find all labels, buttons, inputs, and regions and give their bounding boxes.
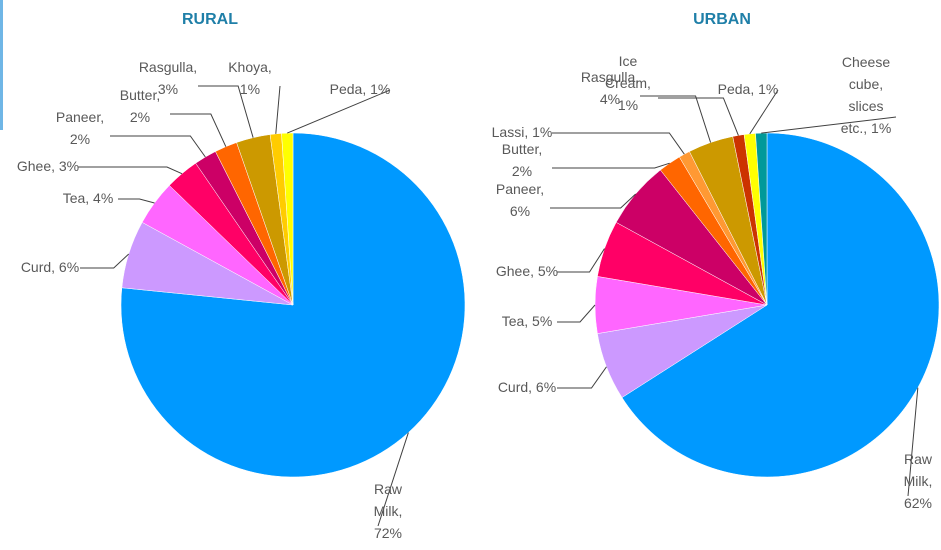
data-label: Raw Milk, 72% xyxy=(374,481,403,541)
leader-line xyxy=(118,198,155,204)
data-label-line: Rasgulla, xyxy=(139,59,197,75)
data-label: Raw Milk, 62% xyxy=(904,451,933,511)
data-label-line: 2% xyxy=(130,109,150,125)
data-label: Paneer, 2% xyxy=(56,109,104,147)
leader-line xyxy=(275,85,281,134)
data-label: Ice Cream, 1% xyxy=(605,53,651,113)
leader-line xyxy=(78,166,183,175)
data-label-line: 1% xyxy=(240,81,260,97)
data-label: Ghee, 3% xyxy=(17,158,79,174)
data-label: Cheese cube, slices etc., 1% xyxy=(841,54,892,136)
data-label: Butter, 2% xyxy=(502,141,542,179)
data-label-line: Tea, 5% xyxy=(502,313,553,329)
leader-line xyxy=(287,89,391,134)
data-label-line: Butter, xyxy=(502,141,542,157)
data-label-line: Khoya, xyxy=(228,59,272,75)
edge-bar xyxy=(0,0,3,130)
data-label: Rasgulla, 3% xyxy=(139,59,197,97)
data-label-line: Curd, 6% xyxy=(21,259,79,275)
data-label-line: Raw xyxy=(904,451,933,467)
leader-line xyxy=(907,387,919,497)
data-label: Peda, 1% xyxy=(330,81,391,97)
data-label: Rasgulla, 4% xyxy=(581,69,639,107)
data-label-line: etc., 1% xyxy=(841,120,892,136)
data-label-line: 3% xyxy=(158,81,178,97)
data-label-line: Raw xyxy=(374,481,403,497)
leader-line xyxy=(170,113,227,147)
leader-line xyxy=(550,193,636,209)
data-label-line: Curd, 6% xyxy=(498,379,556,395)
chart-title: URBAN xyxy=(693,11,751,28)
leader-line xyxy=(198,85,254,138)
data-label-line: Milk, xyxy=(374,503,403,519)
data-label-line: Peda, 1% xyxy=(330,81,391,97)
data-label: Khoya, 1% xyxy=(228,59,272,97)
leader-line xyxy=(749,89,779,135)
data-label: Curd, 6% xyxy=(498,379,556,395)
data-label: Tea, 4% xyxy=(63,190,114,206)
data-label-line: 4% xyxy=(600,91,620,107)
chart-title: RURAL xyxy=(182,11,238,28)
leader-line xyxy=(552,162,670,169)
data-label-line: 62% xyxy=(904,495,932,511)
pie-slice xyxy=(621,132,940,478)
data-label-line: Paneer, xyxy=(56,109,104,125)
leader-line xyxy=(80,253,130,269)
data-label-line: Paneer, xyxy=(496,181,544,197)
data-label: Butter, 2% xyxy=(120,87,160,125)
data-label-line: 2% xyxy=(512,163,532,179)
leader-line xyxy=(557,366,607,389)
data-label: Tea, 5% xyxy=(502,313,553,329)
data-label: Paneer, 6% xyxy=(496,181,544,219)
data-label-line: slices xyxy=(848,98,883,114)
data-label-line: 1% xyxy=(618,97,638,113)
data-label-line: Lassi, 1% xyxy=(492,124,553,140)
data-label-line: Tea, 4% xyxy=(63,190,114,206)
data-label-line: Butter, xyxy=(120,87,160,103)
leader-line xyxy=(557,248,605,273)
data-label: Curd, 6% xyxy=(21,259,79,275)
data-label-line: Ghee, 3% xyxy=(17,158,79,174)
data-label: Lassi, 1% xyxy=(492,124,553,140)
leader-line xyxy=(557,304,596,323)
data-label-line: 72% xyxy=(374,525,402,541)
data-label: Ghee, 5% xyxy=(496,263,558,279)
data-label-line: Cream, xyxy=(605,75,651,91)
data-label-line: 6% xyxy=(510,203,530,219)
leader-line xyxy=(640,95,712,143)
data-label-line: Milk, xyxy=(904,473,933,489)
leader-line xyxy=(377,432,409,527)
data-label-line: Cheese xyxy=(842,54,890,70)
leader-line xyxy=(761,116,897,134)
data-label-line: Peda, 1% xyxy=(718,81,779,97)
data-label-line: cube, xyxy=(849,76,883,92)
leader-line xyxy=(658,97,739,136)
data-label: Peda, 1% xyxy=(718,81,779,97)
data-label-line: 2% xyxy=(70,131,90,147)
data-label-line: Rasgulla, xyxy=(581,69,639,85)
leader-line xyxy=(552,132,685,155)
data-label-line: Ghee, 5% xyxy=(496,263,558,279)
leader-line xyxy=(110,135,206,158)
data-label-line: Ice xyxy=(619,53,638,69)
